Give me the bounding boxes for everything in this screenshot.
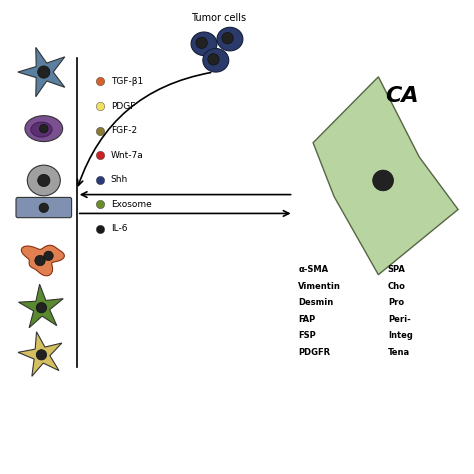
- Circle shape: [37, 66, 50, 78]
- Text: Shh: Shh: [111, 175, 128, 184]
- Text: CA: CA: [385, 86, 419, 106]
- Circle shape: [36, 302, 46, 313]
- Text: FSP: FSP: [298, 331, 316, 340]
- Text: FGF-2: FGF-2: [111, 126, 137, 135]
- Circle shape: [39, 203, 48, 212]
- Text: Desmin: Desmin: [298, 299, 334, 308]
- Circle shape: [208, 54, 219, 65]
- Text: TGF-β1: TGF-β1: [111, 77, 143, 86]
- Text: Integ: Integ: [388, 331, 413, 340]
- Ellipse shape: [217, 27, 243, 51]
- Polygon shape: [313, 77, 458, 275]
- Text: PDGFR: PDGFR: [298, 348, 330, 357]
- Ellipse shape: [203, 48, 229, 72]
- Ellipse shape: [25, 116, 63, 142]
- Circle shape: [196, 37, 207, 48]
- Text: Pro: Pro: [388, 299, 404, 308]
- Circle shape: [39, 124, 48, 133]
- Text: FAP: FAP: [298, 315, 316, 324]
- Text: Peri-: Peri-: [388, 315, 410, 324]
- Text: PDGF: PDGF: [111, 101, 135, 110]
- Circle shape: [44, 251, 53, 261]
- Text: Vimentin: Vimentin: [298, 282, 341, 291]
- Text: Cho: Cho: [388, 282, 406, 291]
- Text: Wnt-7a: Wnt-7a: [111, 151, 144, 160]
- Ellipse shape: [191, 32, 217, 55]
- Circle shape: [373, 170, 393, 191]
- Text: Tumor cells: Tumor cells: [191, 13, 246, 23]
- Circle shape: [36, 350, 46, 360]
- Text: α-SMA: α-SMA: [298, 265, 328, 274]
- Polygon shape: [18, 284, 63, 328]
- FancyBboxPatch shape: [16, 197, 72, 218]
- Circle shape: [35, 255, 45, 266]
- Polygon shape: [18, 47, 65, 97]
- Text: SPA: SPA: [388, 265, 406, 274]
- Ellipse shape: [27, 165, 60, 196]
- Text: Exosome: Exosome: [111, 200, 152, 209]
- Circle shape: [222, 33, 233, 44]
- Circle shape: [37, 174, 50, 187]
- Text: Tena: Tena: [388, 348, 410, 357]
- Text: IL-6: IL-6: [111, 224, 127, 233]
- Polygon shape: [18, 332, 62, 376]
- Polygon shape: [21, 245, 64, 276]
- Ellipse shape: [31, 122, 52, 137]
